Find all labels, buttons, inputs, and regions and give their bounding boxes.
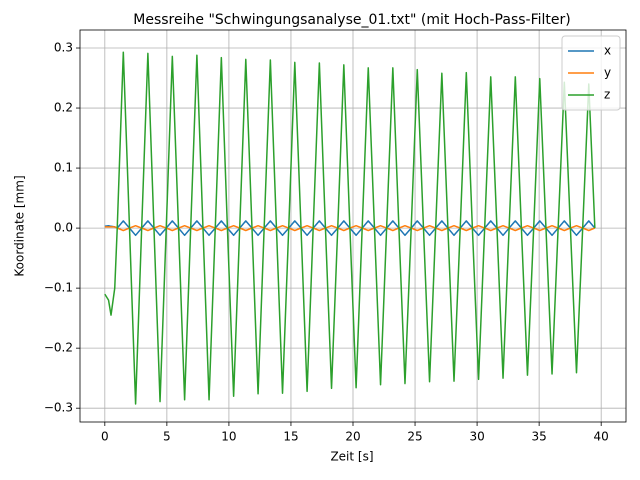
line-series: [104, 220, 596, 237]
chart-title: Messreihe "Schwingungsanalyse_01.txt" (m…: [133, 12, 570, 28]
y-tick-label: −0.1: [44, 281, 73, 295]
y-tick-label: −0.3: [44, 401, 73, 415]
y-tick-label: 0.3: [54, 41, 73, 55]
x-tick-label: 20: [345, 430, 360, 444]
x-tick-label: 5: [163, 430, 171, 444]
legend-label: x: [604, 44, 611, 58]
x-tick-label: 10: [221, 430, 236, 444]
x-tick-label: 0: [101, 430, 109, 444]
x-tick-label: 40: [594, 430, 609, 444]
legend-label: z: [604, 88, 610, 102]
axes-frame: [79, 29, 627, 423]
y-axis-label: Koordinate [mm]: [13, 175, 27, 276]
y-tick-label: −0.2: [44, 341, 73, 355]
y-tick-label: 0.1: [54, 161, 73, 175]
line-series: [104, 224, 596, 232]
line-series: [104, 51, 596, 405]
x-tick-label: 15: [283, 430, 298, 444]
x-tick-label: 35: [531, 430, 546, 444]
legend-label: y: [604, 66, 611, 80]
x-axis-label: Zeit [s]: [330, 450, 373, 464]
y-tick-label: 0.0: [54, 221, 73, 235]
x-tick-label: 25: [407, 430, 422, 444]
x-tick-label: 30: [469, 430, 484, 444]
y-tick-label: 0.2: [54, 101, 73, 115]
